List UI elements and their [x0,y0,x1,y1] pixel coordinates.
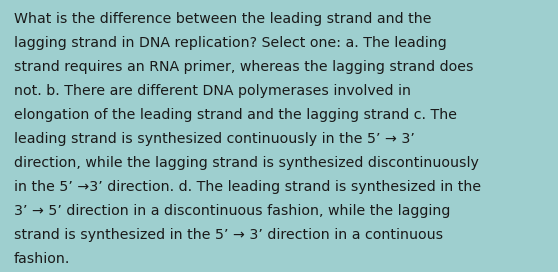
Text: elongation of the leading strand and the lagging strand c. The: elongation of the leading strand and the… [14,108,457,122]
Text: leading strand is synthesized continuously in the 5’ → 3’: leading strand is synthesized continuous… [14,132,415,146]
Text: 3’ → 5’ direction in a discontinuous fashion, while the lagging: 3’ → 5’ direction in a discontinuous fas… [14,204,450,218]
Text: fashion.: fashion. [14,252,70,265]
Text: lagging strand in DNA replication? Select one: a. The leading: lagging strand in DNA replication? Selec… [14,36,447,50]
Text: strand requires an RNA primer, whereas the lagging strand does: strand requires an RNA primer, whereas t… [14,60,473,74]
Text: direction, while the lagging strand is synthesized discontinuously: direction, while the lagging strand is s… [14,156,479,170]
Text: What is the difference between the leading strand and the: What is the difference between the leadi… [14,12,431,26]
Text: in the 5’ →3’ direction. d. The leading strand is synthesized in the: in the 5’ →3’ direction. d. The leading … [14,180,481,194]
Text: not. b. There are different DNA polymerases involved in: not. b. There are different DNA polymera… [14,84,411,98]
Text: strand is synthesized in the 5’ → 3’ direction in a continuous: strand is synthesized in the 5’ → 3’ dir… [14,228,443,242]
